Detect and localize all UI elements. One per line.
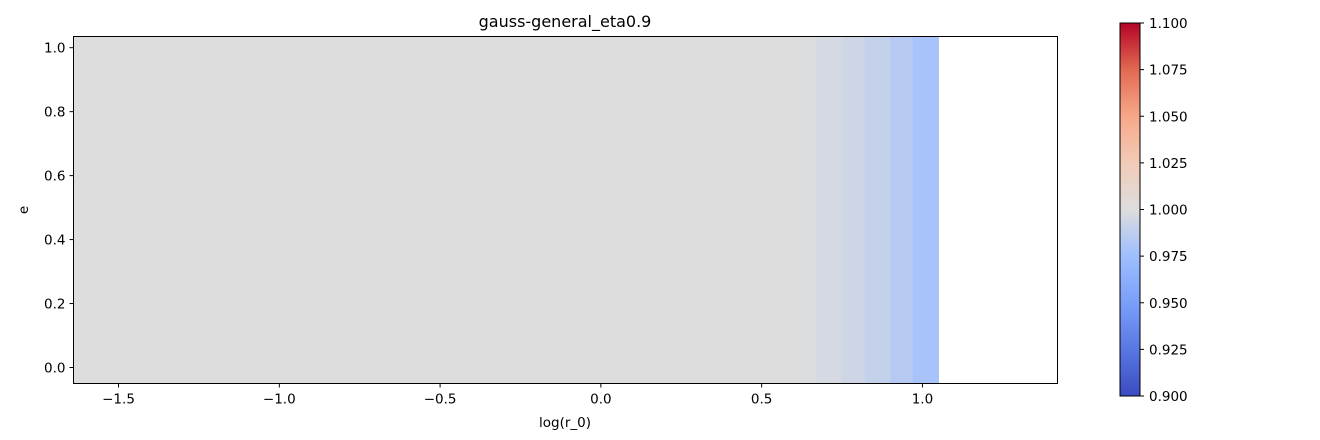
x-tick-label: −0.5: [424, 392, 457, 408]
x-tick-label: 1.0: [912, 392, 933, 408]
heatmap-cell: [793, 36, 817, 384]
heatmap-cell: [890, 36, 914, 384]
y-tick-label: 0.8: [44, 105, 65, 121]
x-tick-label: 0.0: [590, 392, 611, 408]
colorbar-tick-label: 1.000: [1149, 203, 1188, 219]
colorbar: [1119, 22, 1141, 397]
x-tick-label: −1.0: [263, 392, 296, 408]
colorbar-ticks: 0.900 0.925 0.950 0.975 1.000 1.025 1.050 1.075…: [1140, 16, 1188, 405]
heatmap-cell: [912, 36, 940, 384]
plot-frame: [73, 36, 1058, 384]
y-tick-label: 0.4: [44, 233, 65, 249]
y-tick-label: 0.0: [44, 361, 65, 377]
x-axis-ticks: −1.5 −1.0 −0.5 0.0 0.5 1.0: [102, 383, 933, 408]
colorbar-tick-label: 0.975: [1149, 249, 1188, 265]
x-axis-label: log(r_0): [539, 415, 591, 431]
x-tick-label: −1.5: [102, 392, 135, 408]
heatmap-cell: [73, 36, 795, 384]
y-axis-label: e: [16, 206, 32, 214]
colorbar-tick-label: 1.100: [1149, 16, 1188, 32]
heatmap-cells: [73, 36, 940, 384]
heatmap-cell: [864, 36, 891, 384]
chart-title: gauss-general_eta0.9: [479, 12, 652, 32]
x-tick-label: 0.5: [751, 392, 772, 408]
y-tick-label: 0.6: [44, 169, 65, 185]
heatmap-cell: [816, 36, 843, 384]
colorbar-tick-label: 1.075: [1149, 63, 1188, 79]
colorbar-tick-label: 1.050: [1149, 109, 1188, 125]
y-tick-label: 1.0: [44, 41, 65, 57]
heatmap-cell: [842, 36, 866, 384]
colorbar-tick-label: 0.925: [1149, 342, 1188, 358]
y-axis-ticks: 0.0 0.2 0.4 0.6 0.8 1.0: [44, 41, 74, 377]
y-tick-label: 0.2: [44, 297, 65, 313]
colorbar-tick-label: 1.025: [1149, 156, 1188, 172]
colorbar-tick-label: 0.900: [1149, 389, 1188, 405]
colorbar-tick-label: 0.950: [1149, 296, 1188, 312]
